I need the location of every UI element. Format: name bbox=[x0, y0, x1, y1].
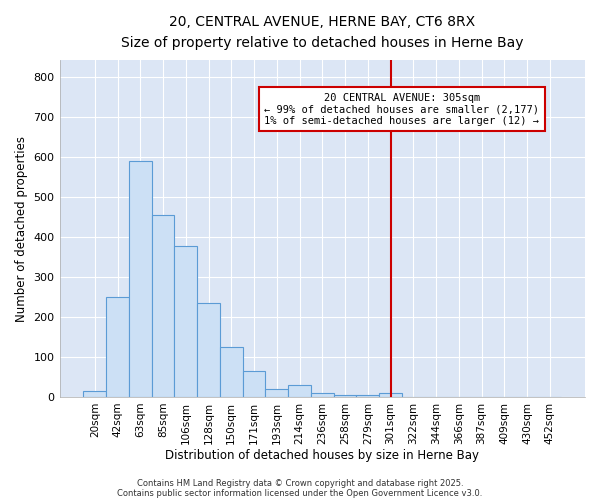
X-axis label: Distribution of detached houses by size in Herne Bay: Distribution of detached houses by size … bbox=[165, 450, 479, 462]
Bar bbox=[356, 395, 379, 397]
Bar bbox=[152, 214, 175, 397]
Title: 20, CENTRAL AVENUE, HERNE BAY, CT6 8RX
Size of property relative to detached hou: 20, CENTRAL AVENUE, HERNE BAY, CT6 8RX S… bbox=[121, 15, 524, 50]
Bar bbox=[242, 371, 265, 397]
Bar bbox=[265, 389, 288, 397]
Bar bbox=[311, 393, 334, 397]
Text: Contains HM Land Registry data © Crown copyright and database right 2025.: Contains HM Land Registry data © Crown c… bbox=[137, 478, 463, 488]
Y-axis label: Number of detached properties: Number of detached properties bbox=[15, 136, 28, 322]
Bar bbox=[106, 297, 129, 397]
Bar bbox=[379, 393, 402, 397]
Text: Contains public sector information licensed under the Open Government Licence v3: Contains public sector information licen… bbox=[118, 488, 482, 498]
Text: 20 CENTRAL AVENUE: 305sqm
← 99% of detached houses are smaller (2,177)
1% of sem: 20 CENTRAL AVENUE: 305sqm ← 99% of detac… bbox=[265, 92, 539, 126]
Bar bbox=[334, 395, 356, 397]
Bar bbox=[129, 160, 152, 397]
Bar bbox=[83, 391, 106, 397]
Bar bbox=[220, 347, 242, 397]
Bar bbox=[197, 303, 220, 397]
Bar bbox=[288, 385, 311, 397]
Bar bbox=[175, 246, 197, 397]
